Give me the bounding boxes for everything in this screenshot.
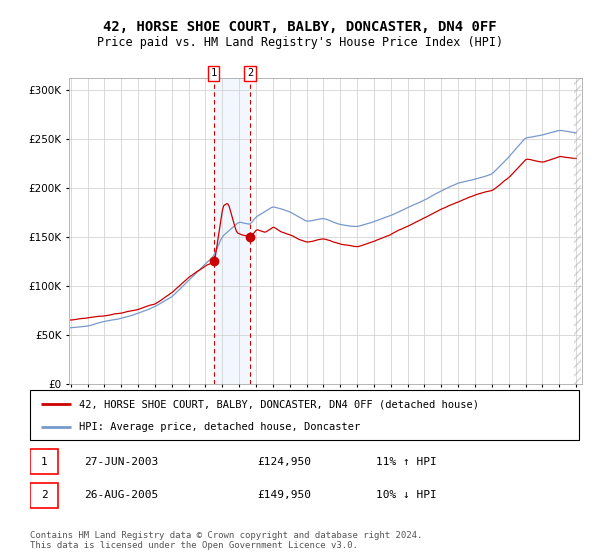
FancyBboxPatch shape: [30, 449, 58, 474]
Text: 42, HORSE SHOE COURT, BALBY, DONCASTER, DN4 0FF: 42, HORSE SHOE COURT, BALBY, DONCASTER, …: [103, 20, 497, 34]
Text: 10% ↓ HPI: 10% ↓ HPI: [376, 491, 436, 500]
Text: £124,950: £124,950: [257, 457, 311, 466]
Text: £149,950: £149,950: [257, 491, 311, 500]
Text: 2: 2: [247, 68, 253, 78]
Text: 1: 1: [211, 68, 217, 78]
Text: Contains HM Land Registry data © Crown copyright and database right 2024.
This d: Contains HM Land Registry data © Crown c…: [30, 531, 422, 550]
Text: 42, HORSE SHOE COURT, BALBY, DONCASTER, DN4 0FF (detached house): 42, HORSE SHOE COURT, BALBY, DONCASTER, …: [79, 399, 479, 409]
Text: 2: 2: [41, 491, 47, 500]
Text: Price paid vs. HM Land Registry's House Price Index (HPI): Price paid vs. HM Land Registry's House …: [97, 36, 503, 49]
FancyBboxPatch shape: [30, 390, 579, 440]
Text: 27-JUN-2003: 27-JUN-2003: [84, 457, 158, 466]
Text: 26-AUG-2005: 26-AUG-2005: [84, 491, 158, 500]
Text: 11% ↑ HPI: 11% ↑ HPI: [376, 457, 436, 466]
Bar: [214, 78, 250, 384]
FancyBboxPatch shape: [30, 483, 58, 507]
Text: 1: 1: [41, 457, 47, 466]
Text: HPI: Average price, detached house, Doncaster: HPI: Average price, detached house, Donc…: [79, 422, 361, 432]
